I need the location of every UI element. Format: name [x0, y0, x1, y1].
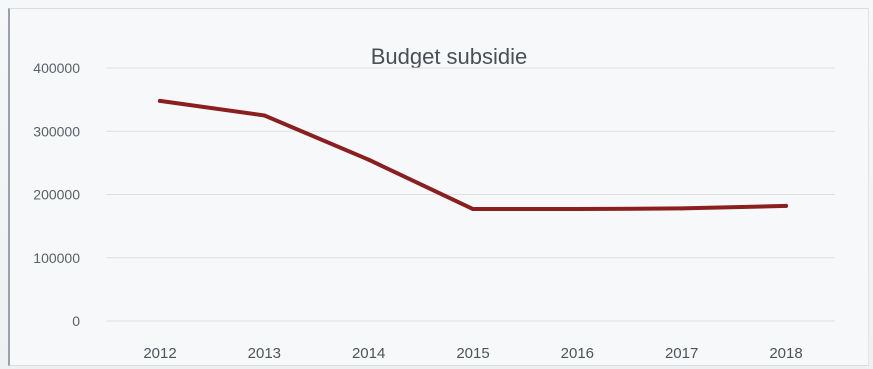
x-tick-label: 2017 — [665, 345, 698, 362]
chart-title: Budget subsidie — [371, 44, 528, 69]
y-tick-label: 400000 — [33, 60, 80, 76]
data-point — [575, 207, 580, 212]
data-point — [784, 203, 788, 208]
data-point — [471, 207, 475, 212]
series-line — [158, 98, 788, 212]
x-tick-label: 2015 — [456, 345, 489, 362]
x-tick-label: 2012 — [143, 345, 176, 362]
series-group — [158, 98, 788, 212]
data-point — [262, 113, 267, 118]
y-tick-label: 200000 — [33, 187, 80, 203]
x-tick-label: 2013 — [248, 345, 281, 362]
y-tick-label: 0 — [72, 313, 80, 329]
y-tick-label: 100000 — [33, 250, 80, 266]
data-point — [366, 157, 371, 162]
data-point — [679, 206, 684, 211]
gridlines — [106, 67, 835, 322]
x-tick-label: 2014 — [352, 345, 385, 362]
y-tick-label: 300000 — [33, 123, 80, 139]
x-tick-label: 2018 — [769, 345, 802, 362]
x-tick-label: 2016 — [561, 345, 594, 362]
y-axis-ticks: 0 100000 200000 300000 400000 — [33, 60, 80, 329]
data-point — [158, 98, 162, 103]
x-axis-ticks: 2012 2013 2014 2015 2016 2017 2018 — [143, 345, 802, 362]
